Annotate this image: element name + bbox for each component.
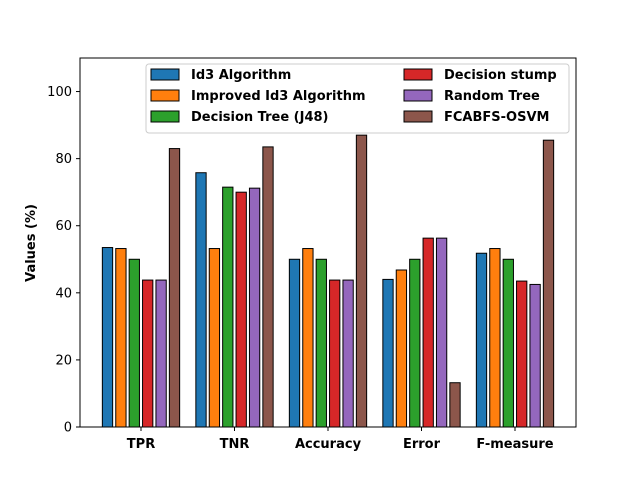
y-tick-label: 20 <box>55 353 72 368</box>
x-tick-label: Error <box>403 437 441 452</box>
bar-error-1 <box>382 278 394 428</box>
y-tick-label: 60 <box>55 219 72 234</box>
legend-swatch <box>403 68 433 81</box>
legend-swatch <box>150 89 180 102</box>
bar-f-measure-5 <box>529 283 541 428</box>
legend-label: Decision stump <box>444 68 557 83</box>
legend-swatch <box>403 89 433 102</box>
y-tick-label: 80 <box>55 152 72 167</box>
bar-accuracy-2 <box>302 248 314 428</box>
bar-tpr-3 <box>128 258 140 428</box>
bar-f-measure-4 <box>516 280 528 428</box>
bar-accuracy-6 <box>355 134 368 428</box>
x-tick-label: F-measure <box>476 437 553 452</box>
legend-label: Random Tree <box>444 89 540 104</box>
bar-tnr-2 <box>208 248 221 428</box>
bar-tpr-2 <box>115 248 127 428</box>
x-tick-label: Accuracy <box>295 437 362 452</box>
bar-error-2 <box>395 269 408 428</box>
legend-label: FCABFS-OSVM <box>444 110 549 125</box>
legend-swatch <box>150 68 180 81</box>
bar-tnr-3 <box>222 186 234 428</box>
bar-f-measure-6 <box>542 139 555 428</box>
y-axis-title: Values (%) <box>24 204 39 282</box>
bar-tnr-4 <box>235 191 247 428</box>
bar-error-5 <box>435 237 448 428</box>
axes-group: 0 20 40 60 80 100 TPR TNR Accuracy Error F-measure <box>47 57 577 452</box>
bar-tpr-5 <box>155 279 167 428</box>
bar-tnr-5 <box>248 187 261 428</box>
legend-swatch <box>403 110 433 123</box>
legend-swatch <box>150 110 180 123</box>
bar-tnr-1 <box>195 172 207 428</box>
legend-label: Improved Id3 Algorithm <box>191 89 366 104</box>
bar-f-measure-2 <box>489 248 501 428</box>
bar-tnr-6 <box>262 146 274 428</box>
y-tick-label: 100 <box>47 85 72 100</box>
bar-error-4 <box>422 237 434 428</box>
bar-accuracy-1 <box>288 258 301 428</box>
bar-tpr-4 <box>142 279 154 428</box>
bar-error-6 <box>449 382 461 428</box>
y-tick-label: 40 <box>55 286 72 301</box>
x-tick-label: TPR <box>127 437 155 452</box>
bar-tpr-1 <box>101 247 114 428</box>
legend: Id3 Algorithm Improved Id3 Algorithm Decis… <box>145 63 570 134</box>
legend-label: Decision Tree (J48) <box>191 110 329 125</box>
bar-accuracy-5 <box>342 279 354 428</box>
bar-tpr-6 <box>168 148 181 428</box>
legend-box <box>145 63 570 134</box>
bar-accuracy-3 <box>315 258 327 428</box>
bar-f-measure-1 <box>475 252 488 428</box>
legend-label: Id3 Algorithm <box>191 68 291 83</box>
bar-accuracy-4 <box>329 279 341 428</box>
bar-error-3 <box>409 258 421 428</box>
x-tick-label: TNR <box>220 437 250 452</box>
y-tick-label: 0 <box>64 421 72 436</box>
bar-f-measure-3 <box>502 258 514 428</box>
